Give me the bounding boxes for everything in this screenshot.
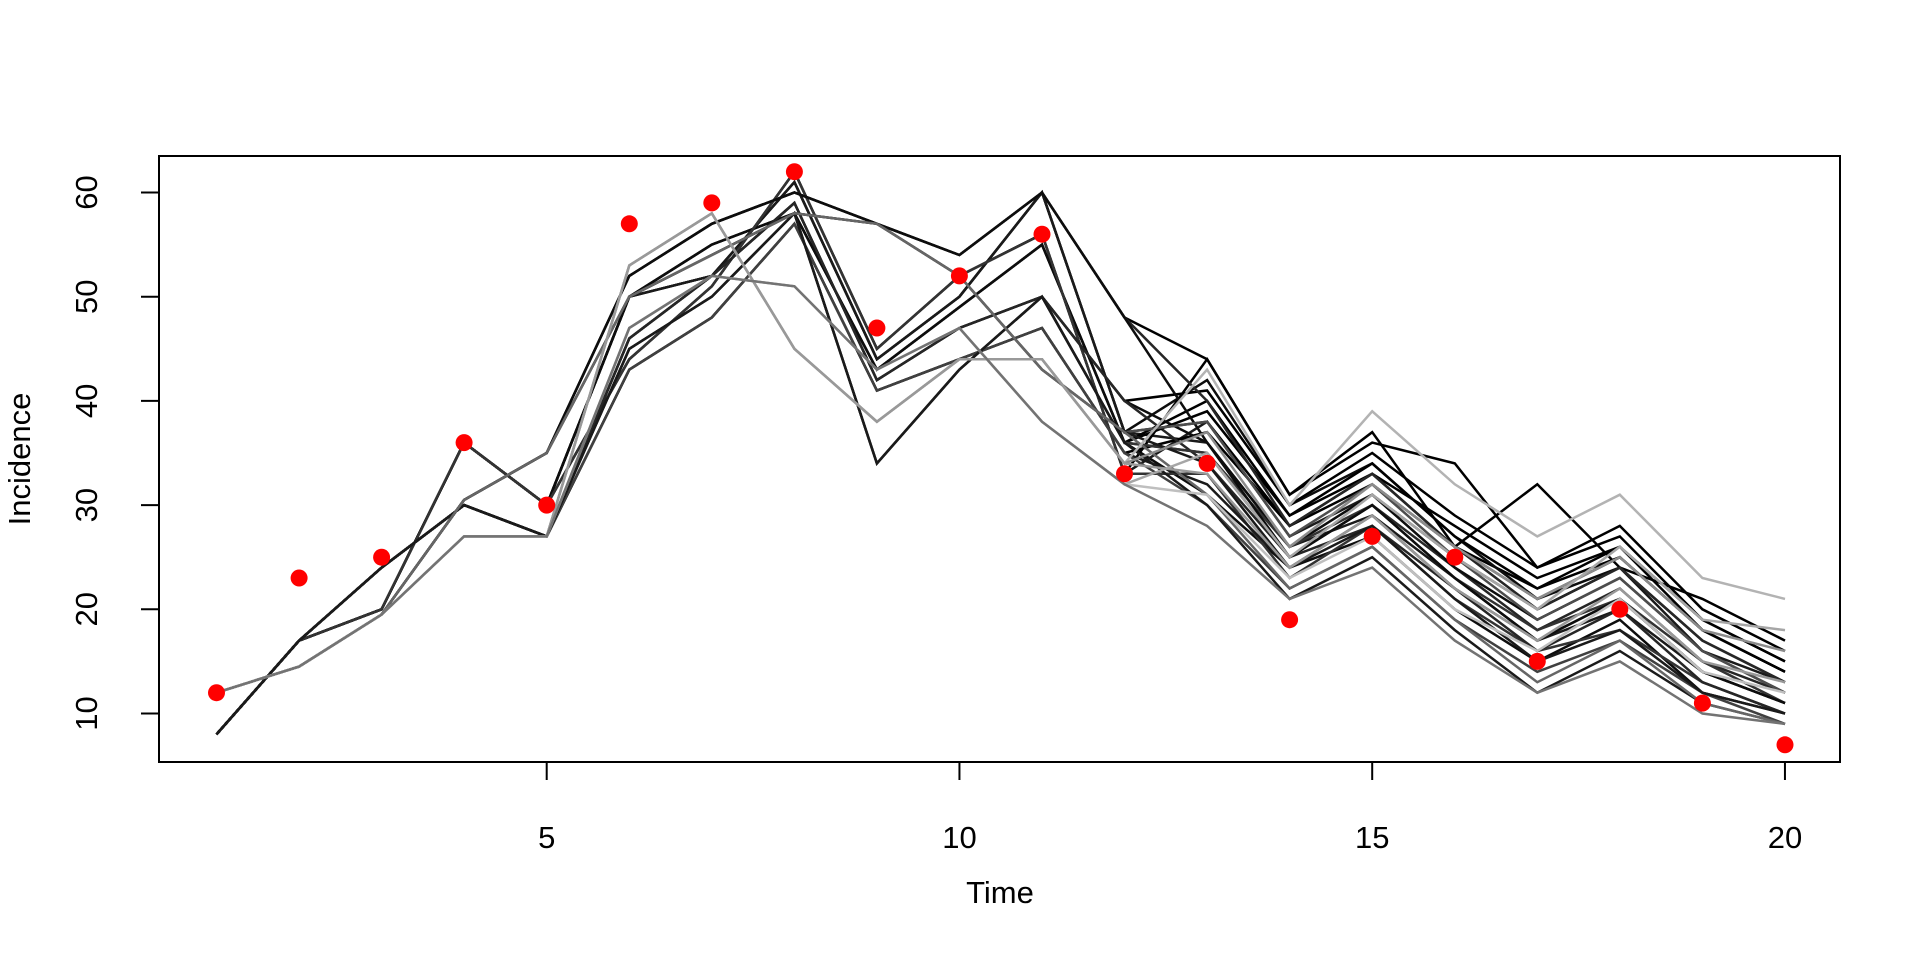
x-tick-label: 15 [1355,820,1389,855]
sim-trajectory-sim-25 [216,211,1786,694]
observed-points [208,163,1794,754]
observed-point [290,569,308,587]
y-tick-label: 10 [69,696,104,730]
y-axis: 10 20 30 40 50 60 [69,175,159,731]
y-tick-label: 20 [69,592,104,626]
sim-trajectory-sim-01 [215,179,1786,736]
sim-trajectory-sim-29 [216,274,1786,694]
sim-trajectory-sim-28 [216,274,1786,694]
observed-point [1363,527,1381,545]
sim-trajectory-sim-30 [216,274,1786,726]
plot-box [158,155,1841,763]
sim-trajectory-sim-09 [215,169,1786,736]
y-tick-label: 50 [69,279,104,313]
observed-point [785,163,803,181]
observed-point [1116,465,1133,483]
y-tick-label: 40 [69,384,104,418]
observed-point [950,267,968,285]
observed-point [538,496,556,514]
observed-point [1611,600,1629,618]
observed-point [1198,454,1216,472]
observed-point [455,434,473,452]
observed-point [1033,225,1051,243]
sim-trajectories [215,169,1786,736]
sim-trajectory-sim-18 [215,210,1786,736]
sim-trajectory-sim-20 [216,190,1786,694]
plot-frame [158,155,1841,763]
observed-point [208,684,225,702]
observed-point [620,215,638,233]
sim-trajectory-sim-19 [216,190,1786,694]
observed-point [373,548,391,566]
observed-point [1281,611,1299,629]
sim-trajectory-sim-22 [216,212,1786,694]
x-axis: 5 10 15 20 [538,762,1802,855]
y-tick-label: 30 [69,488,104,522]
x-axis-label: Time [966,875,1034,910]
sim-trajectory-sim-26 [216,211,1786,694]
x-tick-label: 5 [538,820,555,855]
observed-point [868,319,886,337]
x-tick-label: 10 [942,820,976,855]
sim-trajectory-sim-27 [216,211,1786,694]
sim-trajectory-sim-23 [216,212,1786,715]
y-tick-label: 60 [69,175,104,209]
observed-point [1693,694,1711,712]
x-tick-label: 20 [1768,820,1802,855]
sim-trajectory-sim-02 [215,179,1786,736]
sim-trajectory-sim-24 [216,212,1786,726]
sim-trajectory-sim-03 [215,179,1786,736]
observed-point [1528,652,1546,670]
observed-point [703,194,721,212]
observed-point [1446,548,1464,566]
y-axis-label: Incidence [2,393,37,526]
observed-point [1776,736,1794,754]
